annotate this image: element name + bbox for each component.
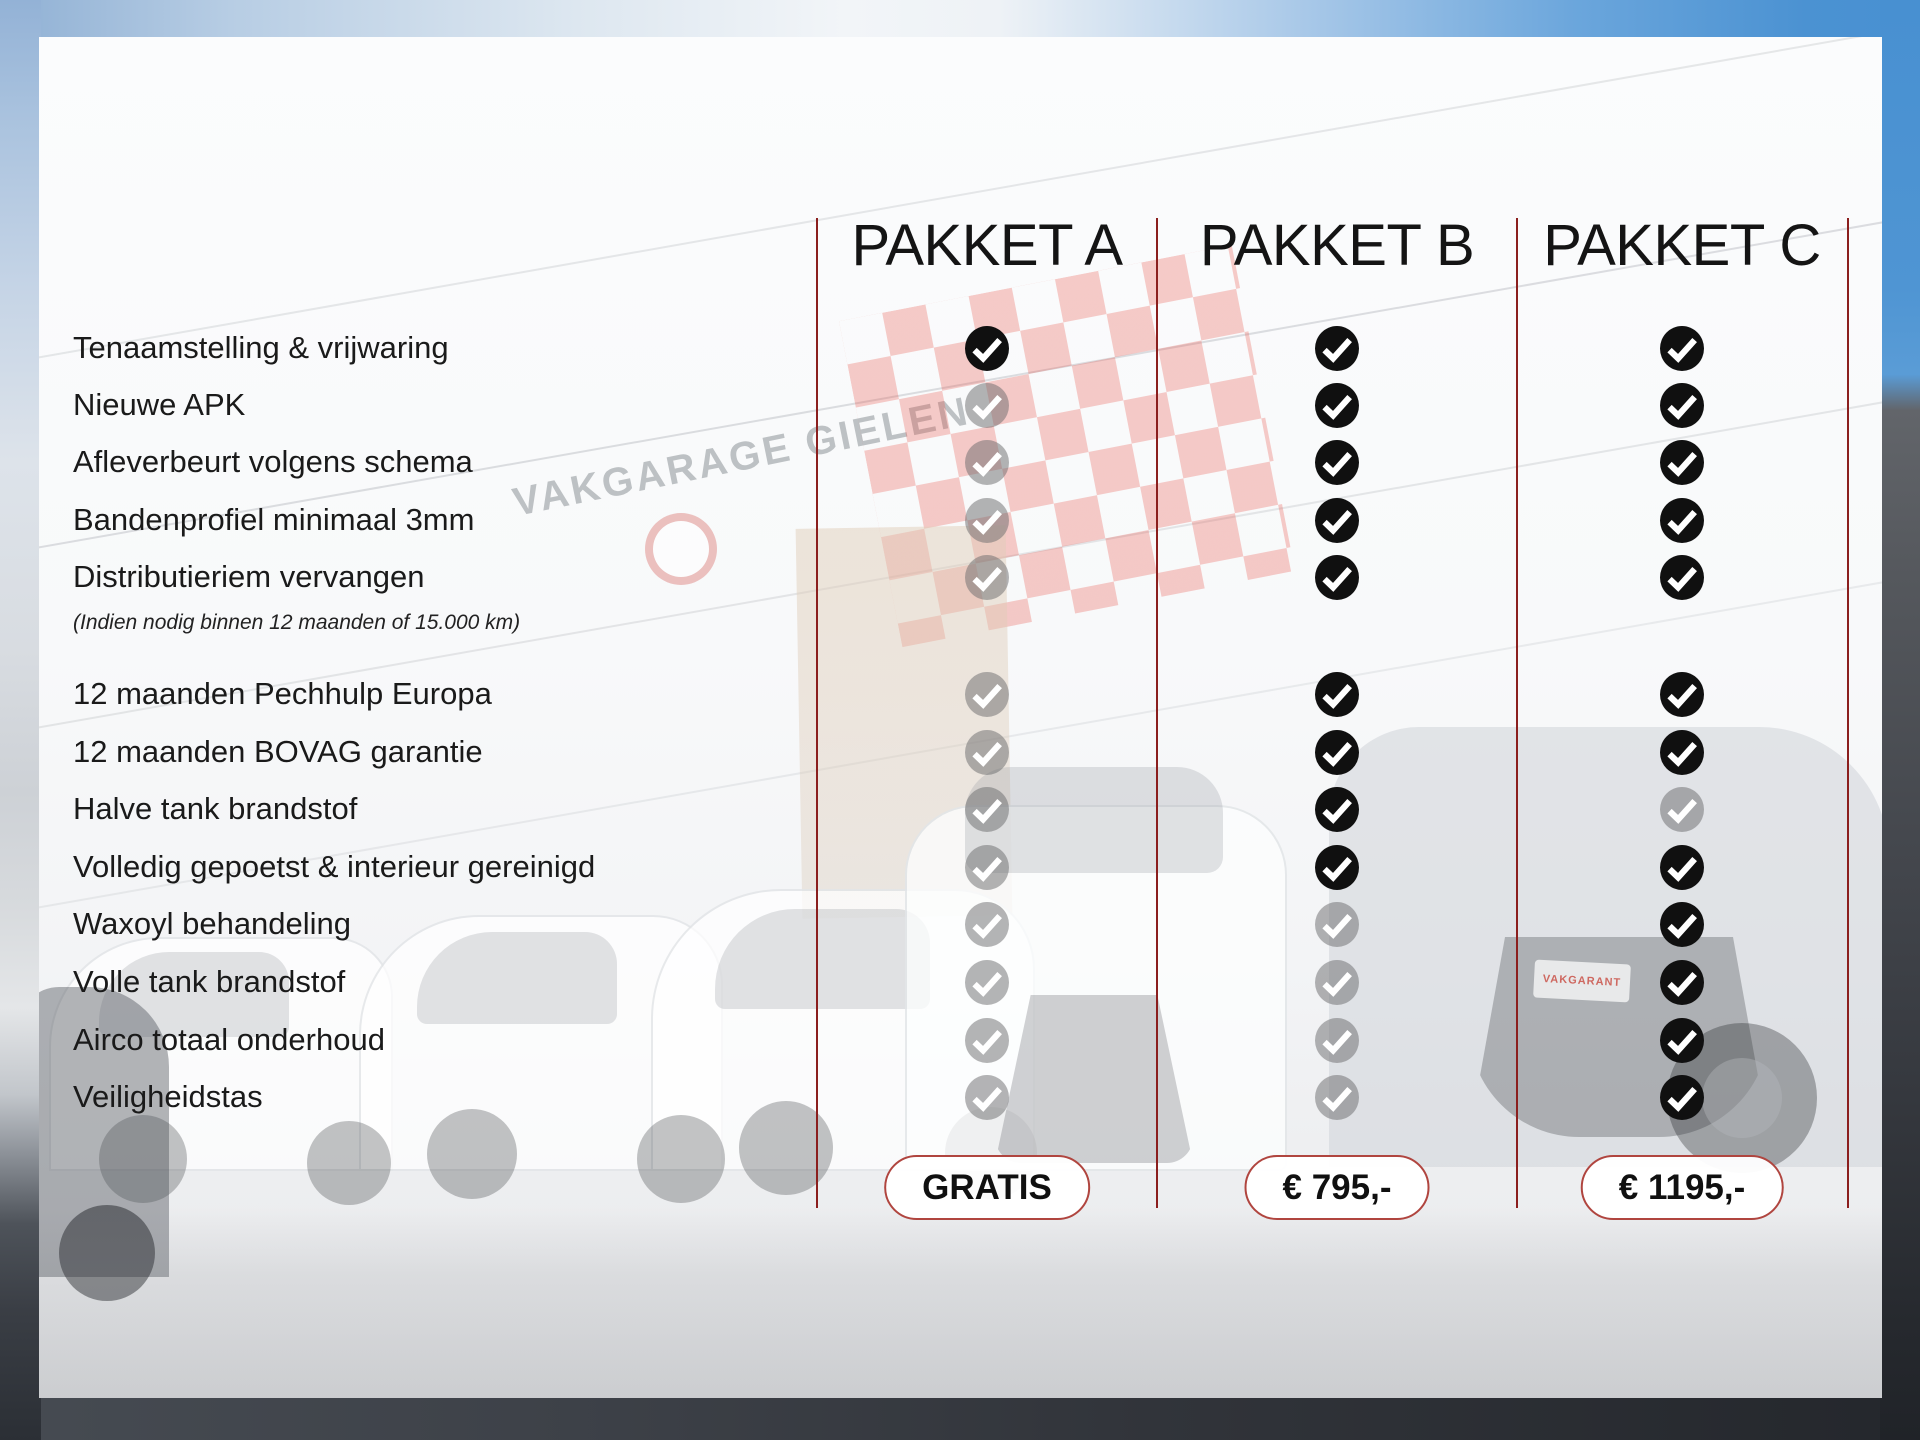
check-circle-icon — [1315, 902, 1359, 947]
check-circle-icon — [1660, 498, 1704, 543]
column-header-pakket-c: PAKKET C — [1543, 213, 1821, 278]
feature-row-label: Veiligheidstas — [73, 1079, 263, 1114]
price-pill-pakket-b[interactable]: € 795,- — [1244, 1155, 1430, 1220]
check-circle-icon — [1315, 787, 1359, 832]
check-circle-icon — [1660, 383, 1704, 428]
check-circle-icon — [1315, 1075, 1359, 1120]
column-header-pakket-b: PAKKET B — [1199, 213, 1475, 278]
check-circle-icon — [965, 383, 1009, 428]
background-sky — [0, 0, 1920, 40]
check-circle-icon — [1660, 672, 1704, 717]
price-pill-pakket-a[interactable]: GRATIS — [884, 1155, 1090, 1220]
check-circle-icon — [1315, 960, 1359, 1005]
check-circle-icon — [1315, 383, 1359, 428]
check-circle-icon — [1660, 440, 1704, 485]
check-circle-icon — [965, 555, 1009, 600]
check-circle-icon — [1315, 1018, 1359, 1063]
column-divider — [816, 218, 818, 1208]
check-circle-icon — [1315, 498, 1359, 543]
check-circle-icon — [965, 1018, 1009, 1063]
check-circle-icon — [1660, 787, 1704, 832]
check-circle-icon — [965, 960, 1009, 1005]
check-circle-icon — [1660, 326, 1704, 371]
feature-row-label: Tenaamstelling & vrijwaring — [73, 330, 449, 365]
feature-row-note: (Indien nodig binnen 12 maanden of 15.00… — [73, 611, 521, 634]
check-circle-icon — [1315, 555, 1359, 600]
check-circle-icon — [965, 845, 1009, 890]
price-label: GRATIS — [922, 1168, 1052, 1207]
background-right-edge — [1880, 0, 1920, 1440]
feature-row-label: Waxoyl behandeling — [73, 906, 352, 941]
feature-row-label: Volledig gepoetst & interieur gereinigd — [73, 849, 596, 884]
pricing-card: VAKGARAGE GIELEN — [39, 37, 1882, 1398]
background-road — [0, 1394, 1920, 1440]
feature-row-label: 12 maanden BOVAG garantie — [73, 734, 483, 769]
column-divider — [1516, 218, 1518, 1208]
check-circle-icon — [965, 672, 1009, 717]
check-circle-icon — [965, 440, 1009, 485]
check-circle-icon — [965, 326, 1009, 371]
price-label: € 1195,- — [1618, 1168, 1746, 1207]
background-left-edge — [0, 0, 41, 1440]
check-circle-icon — [1660, 730, 1704, 775]
check-circle-icon — [1660, 1075, 1704, 1120]
check-circle-icon — [1660, 555, 1704, 600]
feature-row-label: Afleverbeurt volgens schema — [73, 444, 473, 479]
feature-row-label: Bandenprofiel minimaal 3mm — [73, 502, 475, 537]
check-circle-icon — [1660, 902, 1704, 947]
check-circle-icon — [1315, 845, 1359, 890]
check-circle-icon — [1315, 730, 1359, 775]
feature-row-label: Distributieriem vervangen — [73, 559, 425, 594]
check-circle-icon — [965, 787, 1009, 832]
price-label: € 795,- — [1282, 1168, 1392, 1207]
check-circle-icon — [1315, 326, 1359, 371]
check-circle-icon — [1660, 845, 1704, 890]
feature-row-label: Volle tank brandstof — [73, 964, 346, 999]
price-pill-pakket-c[interactable]: € 1195,- — [1580, 1155, 1784, 1220]
check-circle-icon — [965, 730, 1009, 775]
check-circle-icon — [965, 1075, 1009, 1120]
feature-row-label: Halve tank brandstof — [73, 791, 358, 826]
feature-row-label: Nieuwe APK — [73, 387, 246, 422]
check-circle-icon — [1660, 960, 1704, 1005]
column-divider — [1847, 218, 1849, 1208]
check-circle-icon — [965, 498, 1009, 543]
column-header-pakket-a: PAKKET A — [851, 213, 1123, 278]
column-divider — [1156, 218, 1158, 1208]
check-circle-icon — [1315, 440, 1359, 485]
check-circle-icon — [1660, 1018, 1704, 1063]
check-circle-icon — [1315, 672, 1359, 717]
package-comparison-table: PAKKET A PAKKET B PAKKET C Tenaamstellin… — [39, 37, 1882, 1398]
feature-row-label: 12 maanden Pechhulp Europa — [73, 676, 492, 711]
feature-row-label: Airco totaal onderhoud — [73, 1022, 385, 1057]
check-circle-icon — [965, 902, 1009, 947]
